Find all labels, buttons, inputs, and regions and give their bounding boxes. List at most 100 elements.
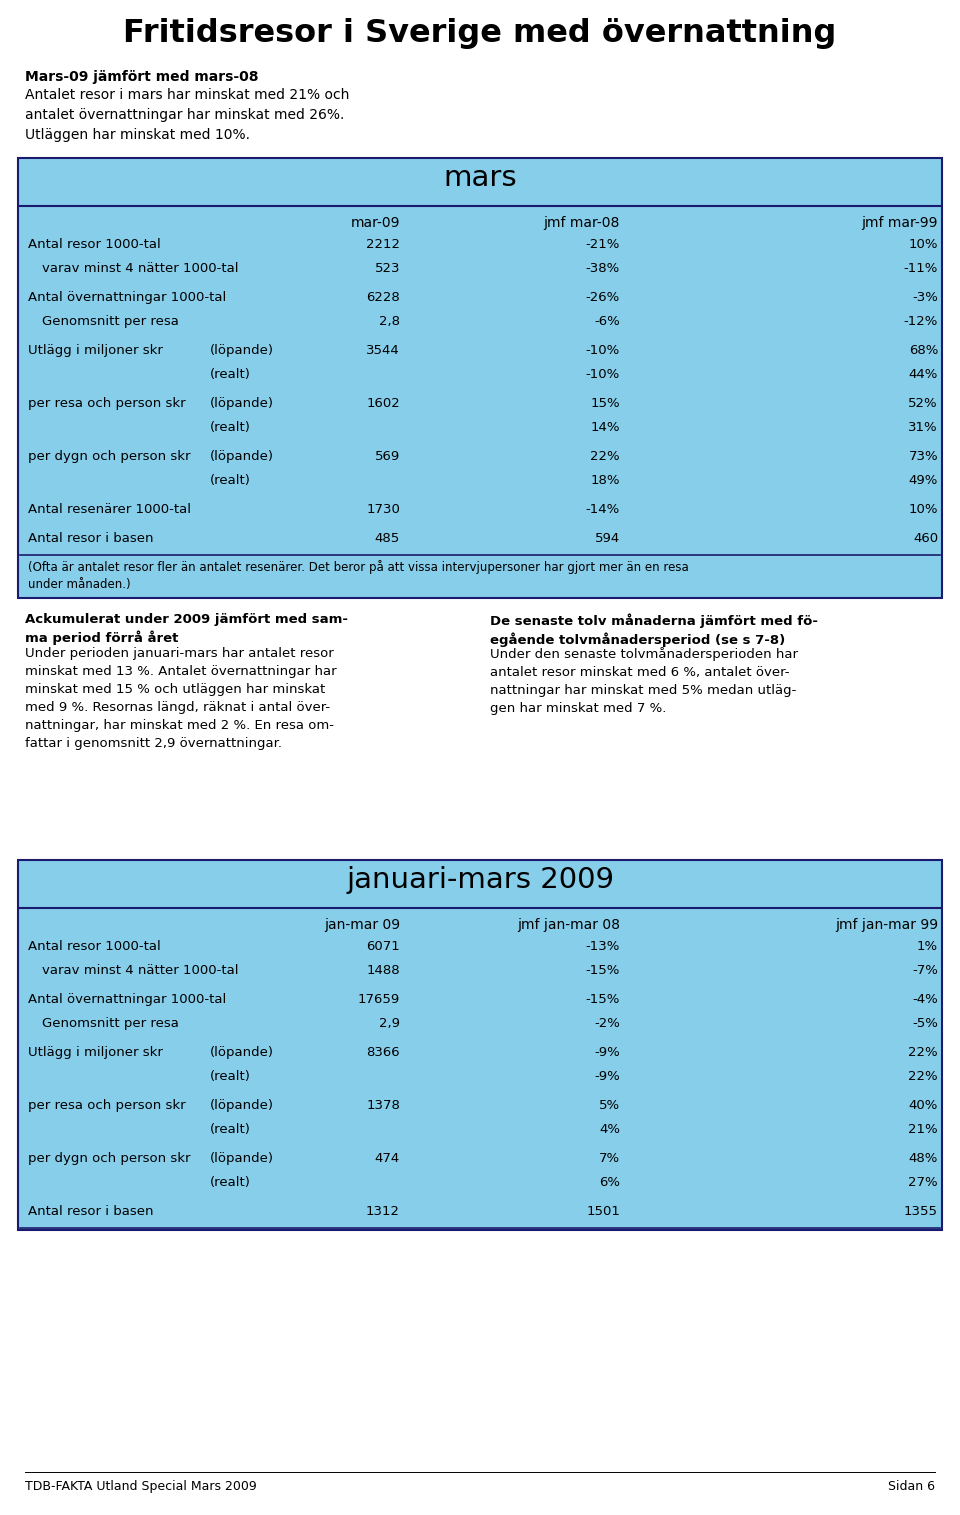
Text: jmf jan-mar 08: jmf jan-mar 08 — [517, 918, 620, 932]
Text: 27%: 27% — [908, 1176, 938, 1189]
Text: varav minst 4 nätter 1000-tal: varav minst 4 nätter 1000-tal — [42, 262, 238, 276]
Text: 48%: 48% — [908, 1151, 938, 1165]
Text: Mars-09 jämfört med mars-08: Mars-09 jämfört med mars-08 — [25, 70, 258, 83]
Text: januari-mars 2009: januari-mars 2009 — [346, 867, 614, 894]
Text: 1488: 1488 — [367, 964, 400, 977]
Text: per dygn och person skr: per dygn och person skr — [28, 450, 190, 464]
Text: -7%: -7% — [912, 964, 938, 977]
Text: 2,8: 2,8 — [379, 315, 400, 329]
Text: Genomsnitt per resa: Genomsnitt per resa — [42, 315, 179, 329]
Text: -5%: -5% — [912, 1017, 938, 1030]
Text: 15%: 15% — [590, 397, 620, 411]
Text: Under perioden januari-mars har antalet resor
minskat med 13 %. Antalet övernatt: Under perioden januari-mars har antalet … — [25, 647, 337, 750]
Text: Utlägg i miljoner skr: Utlägg i miljoner skr — [28, 344, 163, 358]
Text: -11%: -11% — [903, 262, 938, 276]
Text: 6%: 6% — [599, 1176, 620, 1189]
Text: 1378: 1378 — [366, 1098, 400, 1112]
Text: 2212: 2212 — [366, 238, 400, 251]
Text: Antal resor 1000-tal: Antal resor 1000-tal — [28, 939, 160, 953]
Text: 14%: 14% — [590, 421, 620, 433]
Text: 22%: 22% — [590, 450, 620, 464]
Text: 1501: 1501 — [587, 1204, 620, 1218]
Text: 44%: 44% — [908, 368, 938, 380]
Text: mars: mars — [444, 164, 516, 192]
Text: 6228: 6228 — [367, 291, 400, 305]
Text: -21%: -21% — [586, 238, 620, 251]
Text: -10%: -10% — [586, 368, 620, 380]
Text: (realt): (realt) — [210, 474, 251, 486]
Text: -9%: -9% — [594, 1045, 620, 1059]
Text: jmf mar-99: jmf mar-99 — [861, 217, 938, 230]
Text: Fritidsresor i Sverige med övernattning: Fritidsresor i Sverige med övernattning — [123, 18, 837, 48]
Text: 52%: 52% — [908, 397, 938, 411]
Text: jmf jan-mar 99: jmf jan-mar 99 — [835, 918, 938, 932]
Text: 460: 460 — [913, 532, 938, 545]
Text: 10%: 10% — [908, 503, 938, 517]
Text: per resa och person skr: per resa och person skr — [28, 397, 185, 411]
Text: 1730: 1730 — [366, 503, 400, 517]
Text: (realt): (realt) — [210, 368, 251, 380]
Bar — [18, 158, 942, 598]
Text: -2%: -2% — [594, 1017, 620, 1030]
Text: 2,9: 2,9 — [379, 1017, 400, 1030]
Text: -14%: -14% — [586, 503, 620, 517]
Text: De senaste tolv månaderna jämfört med fö-
egående tolvmånadersperiod (se s 7-8): De senaste tolv månaderna jämfört med fö… — [490, 614, 818, 647]
Text: (löpande): (löpande) — [210, 1098, 274, 1112]
Text: (Ofta är antalet resor fler än antalet resenärer. Det beror på att vissa intervj: (Ofta är antalet resor fler än antalet r… — [28, 561, 688, 591]
Text: Genomsnitt per resa: Genomsnitt per resa — [42, 1017, 179, 1030]
Text: -13%: -13% — [586, 939, 620, 953]
Text: 68%: 68% — [908, 344, 938, 358]
Text: 1602: 1602 — [367, 397, 400, 411]
Text: (löpande): (löpande) — [210, 397, 274, 411]
Text: -15%: -15% — [586, 992, 620, 1006]
Text: Antal övernattningar 1000-tal: Antal övernattningar 1000-tal — [28, 291, 227, 305]
Text: Sidan 6: Sidan 6 — [888, 1480, 935, 1492]
Text: -15%: -15% — [586, 964, 620, 977]
Text: (löpande): (löpande) — [210, 1151, 274, 1165]
Text: 3544: 3544 — [367, 344, 400, 358]
Text: 10%: 10% — [908, 238, 938, 251]
Text: 6071: 6071 — [367, 939, 400, 953]
Text: TDB-FAKTA Utland Special Mars 2009: TDB-FAKTA Utland Special Mars 2009 — [25, 1480, 256, 1492]
Text: Antal resenärer 1000-tal: Antal resenärer 1000-tal — [28, 503, 191, 517]
Text: 49%: 49% — [908, 474, 938, 486]
Text: 1312: 1312 — [366, 1204, 400, 1218]
Text: jmf mar-08: jmf mar-08 — [543, 217, 620, 230]
Text: 17659: 17659 — [358, 992, 400, 1006]
Text: -3%: -3% — [912, 291, 938, 305]
Text: 22%: 22% — [908, 1045, 938, 1059]
Text: Ackumulerat under 2009 jämfört med sam-
ma period förrå året: Ackumulerat under 2009 jämfört med sam- … — [25, 614, 348, 645]
Text: varav minst 4 nätter 1000-tal: varav minst 4 nätter 1000-tal — [42, 964, 238, 977]
Text: 1355: 1355 — [904, 1204, 938, 1218]
Text: per dygn och person skr: per dygn och person skr — [28, 1151, 190, 1165]
Text: -9%: -9% — [594, 1070, 620, 1083]
Text: 1%: 1% — [917, 939, 938, 953]
Text: Antal resor 1000-tal: Antal resor 1000-tal — [28, 238, 160, 251]
Text: (löpande): (löpande) — [210, 1045, 274, 1059]
Text: Antal resor i basen: Antal resor i basen — [28, 532, 154, 545]
Text: 40%: 40% — [908, 1098, 938, 1112]
Text: (realt): (realt) — [210, 1176, 251, 1189]
Text: Under den senaste tolvmånadersperioden har
antalet resor minskat med 6 %, antale: Under den senaste tolvmånadersperioden h… — [490, 647, 798, 715]
Text: 21%: 21% — [908, 1123, 938, 1136]
Text: -12%: -12% — [903, 315, 938, 329]
Text: 4%: 4% — [599, 1123, 620, 1136]
Text: -26%: -26% — [586, 291, 620, 305]
Text: (löpande): (löpande) — [210, 344, 274, 358]
Text: 523: 523 — [374, 262, 400, 276]
Text: 18%: 18% — [590, 474, 620, 486]
Text: Antalet resor i mars har minskat med 21% och
antalet övernattningar har minskat : Antalet resor i mars har minskat med 21%… — [25, 88, 349, 142]
Text: 594: 594 — [595, 532, 620, 545]
Text: 474: 474 — [374, 1151, 400, 1165]
Text: -38%: -38% — [586, 262, 620, 276]
Text: 569: 569 — [374, 450, 400, 464]
Text: 31%: 31% — [908, 421, 938, 433]
Text: 7%: 7% — [599, 1151, 620, 1165]
Text: 22%: 22% — [908, 1070, 938, 1083]
Text: jan-mar 09: jan-mar 09 — [324, 918, 400, 932]
Text: (löpande): (löpande) — [210, 450, 274, 464]
Text: Antal övernattningar 1000-tal: Antal övernattningar 1000-tal — [28, 992, 227, 1006]
Text: (realt): (realt) — [210, 1123, 251, 1136]
Text: -4%: -4% — [912, 992, 938, 1006]
Text: -10%: -10% — [586, 344, 620, 358]
